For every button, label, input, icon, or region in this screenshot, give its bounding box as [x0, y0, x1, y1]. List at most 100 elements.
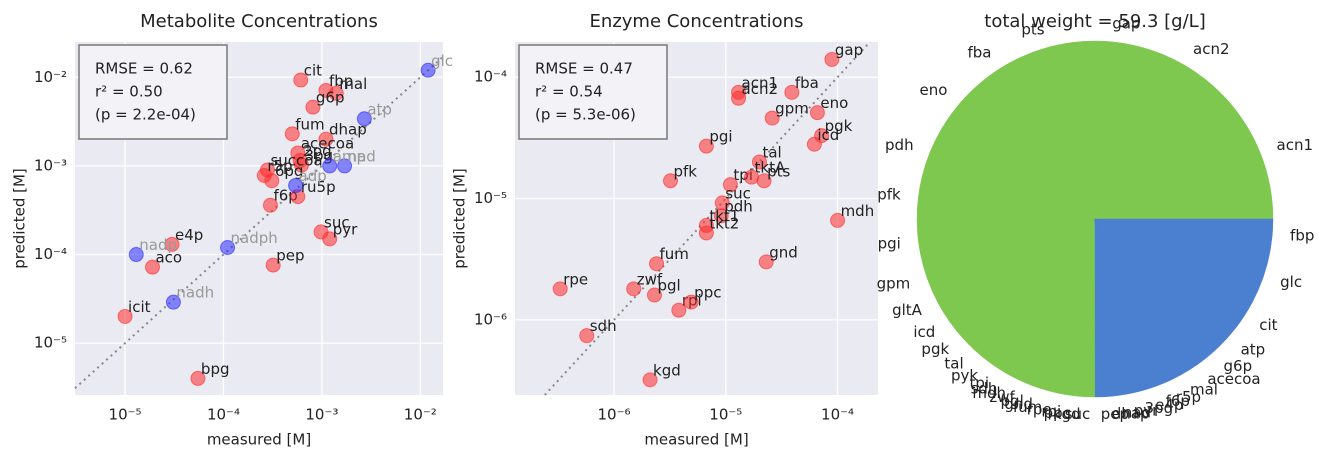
slice-label: tpi	[970, 374, 990, 392]
point	[824, 51, 840, 67]
point	[642, 372, 658, 388]
point	[293, 157, 309, 173]
y-tick-label: 10⁻⁶	[474, 310, 507, 328]
point-label: kgd	[653, 361, 681, 379]
point	[646, 287, 662, 303]
point-label: tal	[762, 143, 781, 161]
point	[337, 158, 353, 174]
slice-label: tal	[944, 355, 963, 373]
point	[322, 158, 338, 174]
point-label: suc	[324, 213, 350, 231]
slice-label: sdh	[971, 379, 998, 397]
slice-label: fba	[967, 43, 991, 61]
point-label: pyr	[333, 220, 358, 238]
point	[305, 99, 321, 115]
slice-label: pyk	[951, 367, 978, 385]
slice-label: eno	[920, 81, 948, 99]
point	[649, 256, 665, 272]
y-tick-label: 10⁻⁴	[34, 245, 67, 263]
point	[626, 281, 642, 297]
slice-label: rpi	[1041, 402, 1061, 420]
point	[165, 294, 181, 310]
point	[552, 281, 568, 297]
point-label: succoa	[270, 151, 322, 169]
point-label: gpm	[775, 100, 809, 118]
slice-label: nad	[1123, 403, 1151, 421]
annotation-box	[518, 44, 668, 140]
annotation-text: RMSE = 0.47	[535, 60, 633, 78]
point-label: pts	[767, 162, 790, 180]
point	[284, 126, 300, 142]
annotation-text: (p = 5.3e-06)	[535, 106, 636, 124]
point	[683, 294, 699, 310]
point	[262, 197, 278, 213]
slice-label: pdh	[885, 136, 914, 154]
point-label: zwf	[637, 270, 663, 288]
point	[117, 308, 133, 324]
chart-title: Enzyme Concentrations	[590, 11, 804, 32]
point-label: r5p	[267, 157, 292, 175]
point	[806, 136, 822, 152]
point	[698, 138, 714, 154]
point-label: acn2	[742, 80, 779, 98]
point	[764, 110, 780, 126]
point	[809, 105, 825, 121]
slice-label: gnd	[1004, 395, 1033, 413]
annotation-box	[78, 44, 228, 140]
slice-label: icd	[913, 323, 935, 341]
point-label: pfk	[673, 162, 697, 180]
point	[662, 173, 678, 189]
point-label: icd	[817, 126, 839, 144]
chart-title: Metabolite Concentrations	[140, 11, 378, 32]
point-label: tktA	[755, 159, 786, 177]
y-tick-label: 10⁻²	[34, 68, 67, 86]
point	[751, 154, 767, 170]
point-label: pgi	[709, 128, 732, 146]
slice-label: mdh	[972, 384, 1006, 402]
point-label: bpg	[201, 360, 230, 378]
annotation-text: (p = 2.2e-04)	[95, 106, 196, 124]
slice-label: 3pg	[1145, 399, 1174, 417]
point-label: ppc	[694, 284, 721, 302]
point-label: sdh	[590, 317, 617, 335]
identity-line	[74, 56, 444, 389]
point-label: 2pg	[303, 142, 332, 160]
point	[293, 72, 309, 88]
slice-label: dhap	[1112, 405, 1150, 423]
point-label: atp	[367, 100, 392, 118]
point	[579, 328, 595, 344]
point	[164, 236, 180, 252]
slice-label: ppc	[1044, 404, 1071, 422]
point-label: pgk	[825, 117, 853, 135]
point-label: dhap	[329, 121, 367, 139]
slice-label: pts	[1021, 20, 1044, 38]
x-axis-label: measured [M]	[207, 431, 311, 449]
slice-label: gap	[1112, 14, 1140, 32]
point-label: mdh	[841, 202, 875, 220]
slice-label: cit	[1259, 316, 1277, 334]
point-label: suc	[725, 184, 751, 202]
point	[328, 85, 344, 101]
x-axis-label: measured [M]	[644, 431, 748, 449]
slice-label: pgi	[878, 235, 901, 253]
point-label: fbp	[329, 72, 353, 90]
slice-label: r5p	[1176, 388, 1201, 406]
point-label: nadph	[231, 229, 278, 247]
point	[322, 231, 338, 247]
point-label: e4p	[175, 226, 203, 244]
point	[288, 178, 304, 194]
slice-label: gltA	[892, 301, 923, 319]
x-tick-label: 10⁻²	[404, 406, 437, 424]
point	[264, 173, 280, 189]
point-label: acecoa	[301, 134, 354, 152]
slice-label: atp	[1241, 340, 1266, 358]
x-tick-label: 10⁻⁵	[109, 406, 142, 424]
point	[220, 240, 236, 256]
point	[128, 247, 144, 263]
point-label: gap	[835, 41, 863, 59]
point-label: pep	[276, 247, 304, 265]
point-label: acn1	[742, 74, 779, 92]
slice-label: f6p	[1166, 392, 1190, 410]
